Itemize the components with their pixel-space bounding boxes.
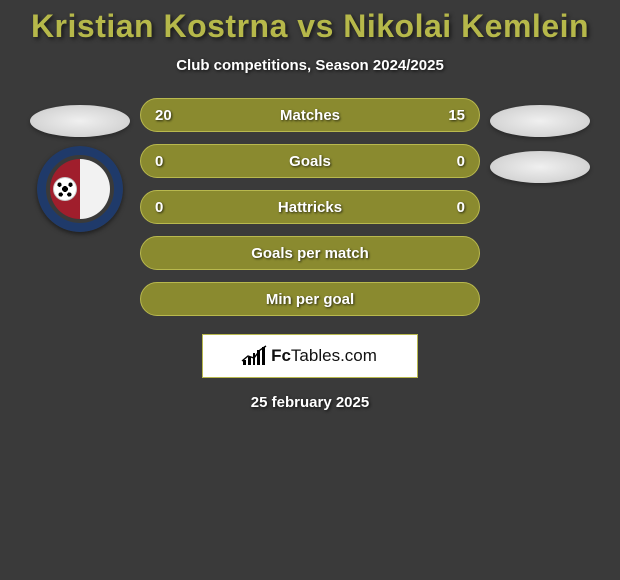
stat-right-value: 15 bbox=[437, 107, 465, 124]
badge-inner bbox=[50, 159, 110, 219]
player-photo-placeholder-right bbox=[490, 105, 590, 137]
badge-half-left bbox=[50, 159, 80, 219]
right-slot-1 bbox=[480, 98, 600, 144]
right-side-column bbox=[480, 98, 600, 411]
right-slot-2 bbox=[480, 144, 600, 190]
left-side-column bbox=[20, 98, 140, 411]
stat-row-min-per-goal: Min per goal bbox=[140, 282, 480, 316]
brand-chart-icon bbox=[243, 347, 265, 365]
stat-label: Hattricks bbox=[183, 199, 437, 216]
stats-column: 20 Matches 15 0 Goals 0 0 Hattricks 0 Go… bbox=[140, 98, 480, 411]
soccer-ball-icon bbox=[53, 177, 77, 201]
page-subtitle: Club competitions, Season 2024/2025 bbox=[176, 57, 444, 74]
bar-icon bbox=[257, 350, 260, 365]
body-area: 20 Matches 15 0 Goals 0 0 Hattricks 0 Go… bbox=[0, 98, 620, 411]
comparison-card: Kristian Kostrna vs Nikolai Kemlein Club… bbox=[0, 0, 620, 580]
stat-label: Matches bbox=[183, 107, 437, 124]
stat-label: Goals bbox=[183, 153, 437, 170]
stat-left-value: 0 bbox=[155, 199, 183, 216]
stat-right-value: 0 bbox=[437, 153, 465, 170]
brand-text: FcTables.com bbox=[271, 346, 377, 366]
brand-suffix: Tables.com bbox=[291, 346, 377, 365]
stat-label: Min per goal bbox=[183, 291, 437, 308]
stat-row-matches: 20 Matches 15 bbox=[140, 98, 480, 132]
brand-box: FcTables.com bbox=[202, 334, 418, 378]
club-badge-left bbox=[37, 146, 123, 232]
stat-left-value: 0 bbox=[155, 153, 183, 170]
stat-row-goals: 0 Goals 0 bbox=[140, 144, 480, 178]
left-slot-2 bbox=[20, 144, 140, 232]
bar-icon bbox=[243, 360, 246, 365]
stat-right-value: 0 bbox=[437, 199, 465, 216]
stat-left-value: 20 bbox=[155, 107, 183, 124]
player-photo-placeholder-left bbox=[30, 105, 130, 137]
club-logo-placeholder-right bbox=[490, 151, 590, 183]
stat-label: Goals per match bbox=[183, 245, 437, 262]
page-title: Kristian Kostrna vs Nikolai Kemlein bbox=[31, 8, 589, 45]
bar-icon bbox=[248, 357, 251, 365]
snapshot-date: 25 february 2025 bbox=[251, 394, 369, 411]
stat-row-hattricks: 0 Hattricks 0 bbox=[140, 190, 480, 224]
bar-icon bbox=[253, 353, 256, 365]
left-slot-1 bbox=[20, 98, 140, 144]
bar-icon bbox=[262, 347, 265, 365]
stat-row-goals-per-match: Goals per match bbox=[140, 236, 480, 270]
brand-prefix: Fc bbox=[271, 346, 291, 365]
